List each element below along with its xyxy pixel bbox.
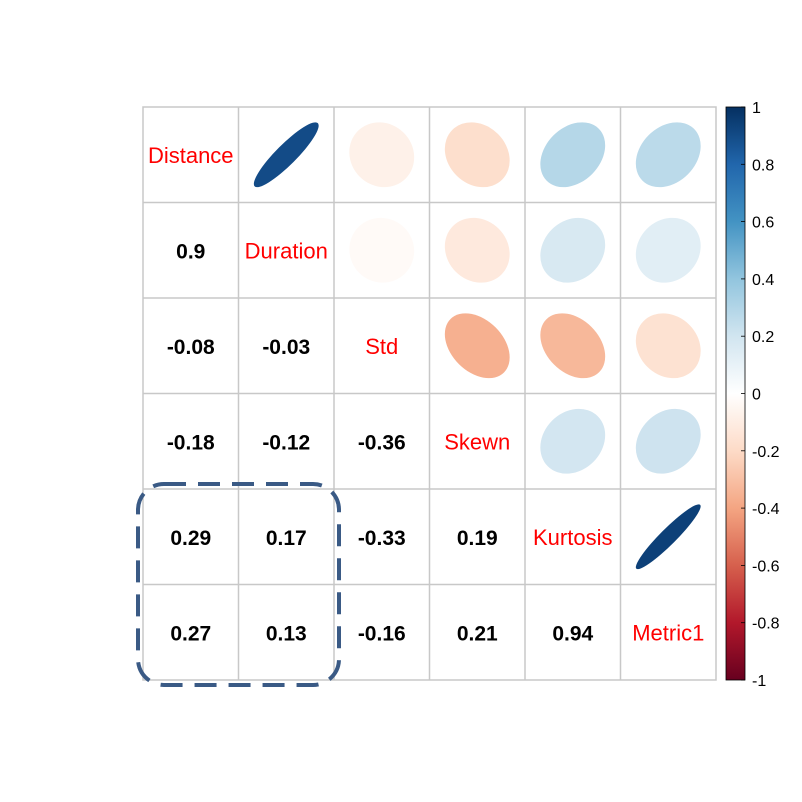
coefficient-label: -0.18 <box>167 431 215 454</box>
ellipse-skewn-metric1 <box>635 408 701 474</box>
colorbar-tick-label: 1 <box>752 100 761 117</box>
coefficient-label: 0.94 <box>552 622 593 645</box>
colorbar-tick-label: -0.2 <box>752 444 780 461</box>
coefficient-label: -0.08 <box>167 336 215 359</box>
variable-label-metric1: Metric1 <box>632 620 704 645</box>
ellipse-std-skewn <box>444 313 510 379</box>
variable-label-duration: Duration <box>245 238 328 263</box>
ellipse-distance-metric1 <box>635 122 701 188</box>
variable-label-distance: Distance <box>148 143 234 168</box>
coefficient-label: -0.33 <box>358 527 406 550</box>
coefficient-label: -0.16 <box>358 622 406 645</box>
ellipse-duration-std <box>349 217 415 283</box>
coefficient-label: 0.21 <box>457 622 498 645</box>
colorbar-tick-label: 0.2 <box>752 329 774 346</box>
colorbar-tick-label: 0 <box>752 387 761 404</box>
colorbar-tick-label: -0.4 <box>752 501 780 518</box>
ellipse-std-metric1 <box>635 313 701 379</box>
ellipse-std-kurtosis <box>540 313 606 379</box>
ellipse-skewn-kurtosis <box>540 408 606 474</box>
coefficient-label: 0.17 <box>266 527 307 550</box>
colorbar-tick-label: -0.8 <box>752 616 780 633</box>
ellipse-distance-duration <box>253 122 319 188</box>
coefficient-label: 0.27 <box>170 622 211 645</box>
ellipse-distance-std <box>349 122 415 188</box>
variable-label-skewn: Skewn <box>444 429 510 454</box>
coefficient-label: -0.12 <box>262 431 310 454</box>
coefficient-label: 0.19 <box>457 527 498 550</box>
colorbar-tick-label: 0.4 <box>752 272 774 289</box>
variable-label-kurtosis: Kurtosis <box>533 525 612 550</box>
ellipse-kurtosis-metric1 <box>635 504 701 570</box>
ellipse-distance-skewn <box>444 122 510 188</box>
variable-label-std: Std <box>365 334 398 359</box>
highlight-box <box>136 482 341 687</box>
ellipse-duration-metric1 <box>635 217 701 283</box>
coefficient-label: 0.9 <box>176 240 205 263</box>
coefficient-label: 0.29 <box>170 527 211 550</box>
colorbar-tick-label: -0.6 <box>752 558 780 575</box>
ellipse-duration-skewn <box>444 217 510 283</box>
ellipse-duration-kurtosis <box>540 217 606 283</box>
colorbar-tick-label: -1 <box>752 673 766 690</box>
ellipse-distance-kurtosis <box>540 122 606 188</box>
coefficient-label: -0.03 <box>262 336 310 359</box>
coefficient-label: 0.13 <box>266 622 307 645</box>
colorbar-tick-label: 0.8 <box>752 157 774 174</box>
colorbar-tick-label: 0.6 <box>752 215 774 232</box>
coefficient-label: -0.36 <box>358 431 406 454</box>
